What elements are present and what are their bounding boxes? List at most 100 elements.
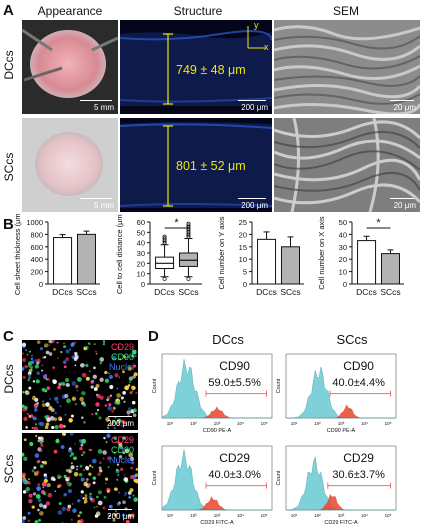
cell-spot xyxy=(92,374,97,379)
cell-spot xyxy=(102,457,105,460)
legend-cd90: CD90 xyxy=(110,445,134,455)
cell-spot xyxy=(127,355,129,358)
y-tick-label: 15 xyxy=(239,243,247,252)
cell-spot xyxy=(73,456,77,460)
cell-spot xyxy=(113,451,116,454)
y-axis-label: Cell number on Y axis xyxy=(217,216,226,289)
cell-spot xyxy=(131,349,137,355)
cell-spot xyxy=(92,379,95,382)
cell-spot xyxy=(63,360,67,364)
cell-spot xyxy=(57,510,63,515)
x-tick-label: 10¹ xyxy=(291,513,298,518)
panel-c-letter: C xyxy=(3,328,14,345)
cell-spot xyxy=(60,350,63,354)
appearance-image-sccs: 5 mm xyxy=(22,118,118,212)
cell-spot xyxy=(36,486,41,491)
cell-spot xyxy=(124,437,127,440)
cell-spot xyxy=(63,345,67,349)
cell-spot xyxy=(58,502,62,506)
cell-spot xyxy=(127,491,132,495)
y-tick-label: 20 xyxy=(339,255,347,264)
x-tick-label: DCcs xyxy=(256,287,277,297)
cell-spot xyxy=(70,414,74,418)
cell-spot xyxy=(122,370,125,374)
cell-spot xyxy=(22,516,27,520)
bar xyxy=(53,237,73,285)
sem-image-sccs: 20 μm xyxy=(274,118,420,212)
cell-spot xyxy=(116,473,120,477)
cell-spot xyxy=(80,443,84,447)
cell-spot xyxy=(42,491,47,496)
y-axis-label: Count xyxy=(276,470,282,485)
flow-plot-1: CD90 59.0±5.5% 10¹ 10² 10³ 10⁴ 10⁵ CD90 PE-A Cou… xyxy=(152,353,273,434)
cell-spot xyxy=(120,396,124,400)
scale-label: 200 μm xyxy=(241,103,268,112)
cell-spot xyxy=(70,452,75,456)
percent-label: 30.6±3.7% xyxy=(332,469,385,481)
cell-spot xyxy=(116,393,121,398)
cell-spot xyxy=(131,354,134,358)
cell-spot xyxy=(54,396,59,401)
cell-spot xyxy=(65,382,70,387)
cell-spot xyxy=(48,406,53,411)
cell-spot xyxy=(25,426,28,429)
cell-spot xyxy=(42,504,47,509)
cell-spot xyxy=(73,357,78,361)
cell-spot xyxy=(33,408,38,412)
cell-spot xyxy=(79,446,83,451)
cell-spot xyxy=(28,493,33,498)
cell-spot xyxy=(34,364,40,369)
cell-spot xyxy=(86,478,89,481)
cell-spot xyxy=(66,398,71,404)
y-tick-label: 0 xyxy=(141,280,145,289)
cell-spot xyxy=(122,391,126,395)
cell-spot xyxy=(106,489,110,493)
cell-spot xyxy=(22,357,27,363)
cell-spot xyxy=(118,376,121,379)
cell-spot xyxy=(99,357,105,362)
x-tick-label: 10² xyxy=(190,513,197,518)
cell-spot xyxy=(65,469,69,472)
cell-spot xyxy=(63,474,67,479)
y-tick-label: 30 xyxy=(339,243,347,252)
cell-spot xyxy=(93,366,96,370)
sem-image-dccs: 20 μm xyxy=(274,20,420,114)
cell-spot xyxy=(79,396,84,402)
cell-spot xyxy=(54,490,57,493)
cell-spot xyxy=(80,363,85,368)
cell-spot xyxy=(129,457,135,462)
chart-1: 0 200 400 600 800 1000 Cell sheet thickness (μ… xyxy=(13,214,100,297)
x-tick-label: SCcs xyxy=(76,287,96,297)
y-tick-label: 50 xyxy=(339,218,347,227)
y-tick-label: 1000 xyxy=(26,218,43,227)
cell-spot xyxy=(64,413,67,416)
cell-spot xyxy=(91,413,94,416)
cell-spot xyxy=(131,385,136,391)
cell-spot xyxy=(22,352,24,355)
cell-spot xyxy=(111,409,115,413)
cell-spot xyxy=(31,396,37,401)
cell-spot xyxy=(129,488,134,493)
cell-spot xyxy=(39,441,43,444)
cell-spot xyxy=(99,377,104,382)
cell-spot xyxy=(71,396,77,401)
cell-spot xyxy=(66,507,71,512)
cell-spot xyxy=(25,392,28,395)
cell-spot xyxy=(40,464,44,468)
d-col-sccs: SCcs xyxy=(336,332,368,347)
cell-spot xyxy=(133,478,138,483)
panel-d-flow-plots: CD90 59.0±5.5% 10¹ 10² 10³ 10⁴ 10⁵ CD90 PE-A Cou… xyxy=(152,353,397,526)
bar xyxy=(280,246,300,285)
cell-spot xyxy=(31,354,33,357)
cell-spot xyxy=(24,364,28,369)
outlier xyxy=(162,236,167,241)
cell-spot xyxy=(96,495,99,499)
cell-spot xyxy=(30,414,34,418)
cell-spot xyxy=(113,513,117,517)
cell-spot xyxy=(42,374,47,379)
cell-spot xyxy=(124,494,126,497)
percent-label: 40.0±4.4% xyxy=(332,377,385,389)
cell-spot xyxy=(80,477,85,482)
cell-spot xyxy=(104,404,108,407)
cell-spot xyxy=(52,379,57,384)
